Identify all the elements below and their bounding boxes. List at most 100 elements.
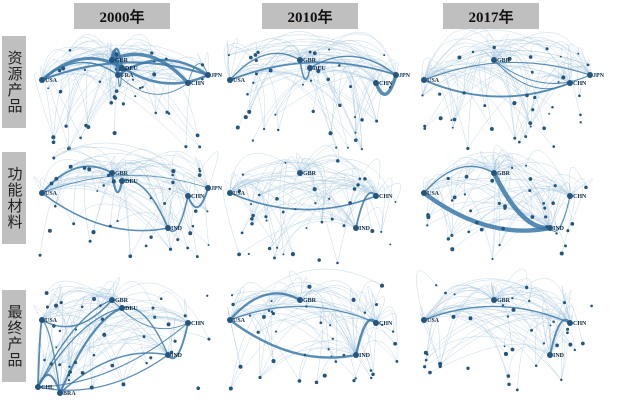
network-edge — [423, 279, 527, 321]
network-node — [426, 353, 429, 356]
network-edge — [299, 157, 323, 223]
network-edge — [569, 166, 587, 197]
network-hub-node — [373, 193, 379, 199]
network-edge — [229, 70, 349, 148]
network-node — [330, 217, 334, 221]
network-edge — [299, 164, 315, 190]
network-edge — [567, 43, 589, 84]
network-node — [200, 63, 205, 67]
network-node — [152, 72, 157, 77]
network-hub-node — [119, 305, 125, 311]
network-edge — [508, 346, 551, 377]
country-label: GBR — [303, 58, 317, 64]
network-edge — [110, 42, 113, 103]
network-edge — [422, 57, 465, 94]
network-edge — [69, 300, 123, 373]
network-edge — [194, 179, 209, 212]
country-label: USA — [427, 318, 440, 324]
network-panel-final-2000: USA GBR DEU CHN IND CHL BRA — [30, 275, 220, 397]
network-node — [555, 232, 558, 235]
network-node — [290, 252, 296, 257]
network-node — [544, 215, 548, 219]
network-node — [128, 254, 133, 259]
network-edge — [238, 218, 357, 255]
network-node — [453, 293, 456, 296]
network-node — [68, 365, 71, 368]
country-label: IND — [171, 226, 183, 232]
network-edge — [150, 189, 189, 238]
network-edge — [492, 48, 531, 127]
network-node — [237, 252, 241, 257]
network-node — [388, 86, 392, 89]
network-node — [173, 339, 177, 343]
network-node — [452, 117, 457, 122]
network-hub-node — [567, 80, 573, 86]
country-label: USA — [45, 191, 58, 197]
network-edge — [51, 355, 69, 394]
network-node — [358, 177, 362, 181]
network-node — [552, 320, 555, 323]
network-node — [84, 123, 88, 128]
country-label: FRA — [121, 73, 134, 79]
network-edge — [306, 285, 377, 324]
network-edge — [229, 172, 315, 194]
network-edge-major — [37, 307, 123, 388]
network-node — [43, 358, 46, 362]
network-edge — [329, 316, 357, 356]
network-node — [100, 317, 105, 321]
network-node — [394, 201, 397, 203]
network-edge — [423, 310, 537, 366]
network-edge — [525, 150, 571, 197]
network-node — [549, 324, 552, 327]
network-node — [58, 363, 62, 367]
network-hub-node — [491, 297, 497, 303]
network-edge — [509, 40, 591, 76]
network-edge — [229, 282, 272, 321]
network-node — [149, 356, 153, 360]
network-edge — [476, 201, 551, 229]
network-edge — [230, 315, 377, 389]
network-node — [468, 316, 473, 321]
network-node — [322, 373, 327, 378]
network-edge — [93, 306, 189, 356]
network-edge — [363, 179, 377, 232]
network-edge — [343, 180, 377, 226]
network-node — [110, 363, 115, 368]
network-node — [352, 379, 356, 383]
network-node — [475, 220, 479, 225]
network-edge — [271, 300, 357, 356]
network-node — [80, 371, 85, 375]
network-node — [163, 201, 167, 205]
network-edge — [499, 179, 571, 246]
network-edge — [250, 160, 301, 205]
country-label: GBR — [497, 171, 511, 177]
country-label: USA — [233, 78, 246, 84]
network-node — [338, 64, 341, 67]
network-node — [471, 50, 475, 54]
network-edge — [184, 298, 189, 324]
network-edge — [493, 54, 529, 137]
network-node — [497, 201, 501, 206]
country-label: IND — [359, 353, 371, 359]
network-node — [551, 106, 554, 109]
network-edge — [466, 156, 495, 177]
network-edge — [123, 344, 169, 385]
network-edge — [429, 343, 551, 373]
network-hub-node — [115, 72, 121, 78]
row-label-resource-products: 资源产品 — [2, 36, 26, 128]
network-edge — [47, 40, 113, 89]
network-edge — [259, 340, 357, 378]
network-node — [381, 323, 384, 326]
network-hub-node — [119, 178, 125, 184]
network-edge — [39, 178, 74, 224]
network-node — [150, 51, 154, 55]
network-node — [281, 210, 285, 214]
network-edge — [299, 318, 377, 381]
network-edge — [299, 40, 391, 88]
network-node — [528, 189, 532, 193]
network-edge — [439, 314, 571, 365]
network-edge — [274, 167, 301, 259]
network-node — [369, 369, 373, 372]
network-edge-major — [229, 192, 377, 211]
network-node — [114, 52, 119, 57]
